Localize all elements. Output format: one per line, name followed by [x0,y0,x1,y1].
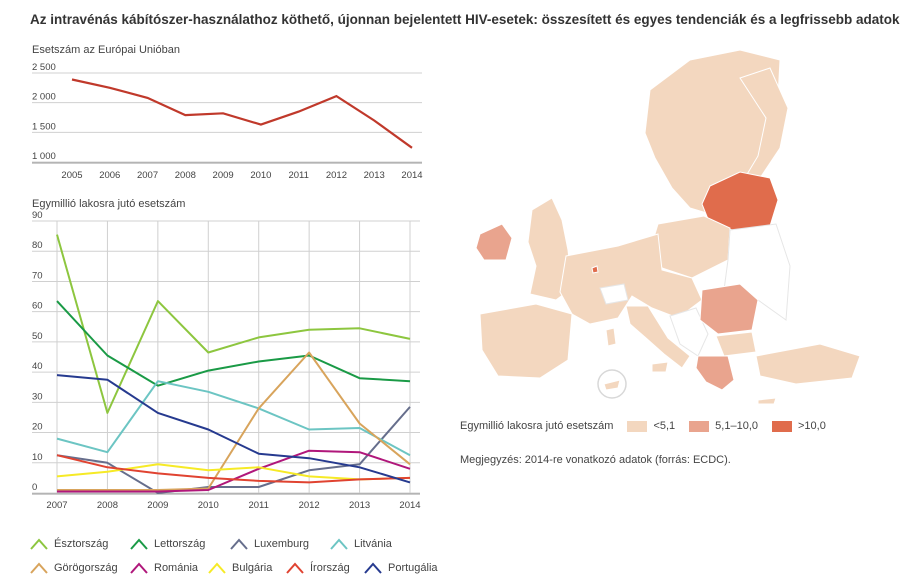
country-legend: Észtország Lettország Luxemburg Litvánia Gör… [30,535,450,585]
chart1-xtick: 2010 [250,170,271,181]
legend-item-1: Lettország [130,535,205,553]
legend-swatch [286,562,304,574]
map-legend-title: Egymillió lakosra jutó esetszám [460,420,614,432]
chart2-xtick: 2009 [147,500,168,511]
chart2-title: Egymillió lakosra jutó esetszám [32,198,185,210]
chart2-ytick: 0 [32,482,37,493]
legend-label: Portugália [388,562,438,574]
map-note: Megjegyzés: 2014-re vonatkozó adatok (fo… [460,454,731,466]
map-region-islands [605,327,777,405]
series-line-8 [56,374,411,484]
chart1-ytick: 2 000 [32,92,56,103]
map-legend-swatch-mid [689,420,710,432]
map-legend: Egymillió lakosra jutó esetszám <5,1 5,1… [460,420,826,432]
map-region-switzerland [599,283,629,305]
chart2-xtick: 2007 [46,500,67,511]
map-region-bulgaria [715,331,757,357]
legend-item-0: Észtország [30,535,108,553]
legend-label: Görögország [54,562,118,574]
per-million-chart: Egymillió lakosra jutó esetszám 0 10 20 30 4… [32,198,421,511]
legend-item-8: Portugália [364,559,438,577]
map-region-iberia [479,303,573,379]
legend-swatch [330,538,348,550]
legend-item-7: Írország [286,559,350,577]
legend-swatch [30,562,48,574]
chart2-ytick: 80 [32,240,43,251]
map-region-turkey [755,343,861,385]
chart2-xtick: 2008 [97,500,118,511]
chart1-title: Esetszám az Európai Unióban [32,44,180,56]
map-legend-swatch-low [627,420,648,432]
map-region-ireland [475,223,513,261]
chart1-xtick: 2013 [364,170,385,181]
legend-item-2: Luxemburg [230,535,309,553]
map-legend-label-mid: 5,1–10,0 [715,420,758,432]
chart2-xtick: 2010 [198,500,219,511]
chart2-ytick: 90 [32,210,43,221]
legend-swatch [30,538,48,550]
legend-label: Luxemburg [254,538,310,550]
chart2-xtick: 2012 [299,500,320,511]
legend-label: Litvánia [354,538,392,550]
legend-swatch [230,538,248,550]
legend-swatch [130,562,148,574]
chart1-xtick: 2012 [326,170,347,181]
legend-item-3: Litvánia [330,535,392,553]
chart1-xtick: 2007 [137,170,158,181]
chart1-xtick: 2008 [175,170,196,181]
series-line-3 [56,380,411,457]
map-region-italy [625,305,691,369]
legend-swatch [364,562,382,574]
europe-map [475,49,861,405]
legend-item-4: Görögország [30,559,118,577]
legend-swatch [208,562,226,574]
chart1-xtick: 2005 [61,170,82,181]
cyprus-inset [597,369,627,399]
chart2-ytick: 70 [32,270,43,281]
legend-label: Bulgária [232,562,273,574]
chart2-ytick: 20 [32,422,43,433]
map-region-romania [699,283,759,335]
chart2-ytick: 40 [32,361,43,372]
map-legend-label-low: <5,1 [653,420,676,432]
map-region-mainland [559,233,703,325]
chart2-xtick: 2013 [349,500,370,511]
chart1-xtick: 2009 [213,170,234,181]
legend-label: Románia [154,562,199,574]
map-region-east [723,223,791,321]
map-legend-swatch-high [772,420,792,432]
chart2-ytick: 50 [32,331,43,342]
legend-label: Lettország [154,538,206,550]
page-title: Az intravénás kábítószer-használathoz kö… [30,12,900,27]
map-region-balkans [669,307,709,357]
legend-swatch [130,538,148,550]
eu-cases-line [71,78,413,149]
chart1-xtick: 2006 [99,170,120,181]
legend-item-5: Románia [130,559,198,577]
chart2-ytick: 30 [32,391,43,402]
chart1-xtick: 2011 [288,170,308,181]
legend-label: Észtország [54,538,109,550]
map-region-luxembourg [591,265,599,274]
map-region-greece [695,355,735,391]
legend-item-6: Bulgária [208,559,272,577]
eu-cases-chart: Esetszám az Európai Unióban 1 000 1 500 2 … [32,44,423,181]
chart2-ytick: 60 [32,301,43,312]
chart1-ytick: 2 500 [32,62,56,73]
chart2-xtick: 2011 [248,500,268,511]
chart2-ytick: 10 [32,452,43,463]
chart1-ytick: 1 500 [32,121,56,132]
series-line-7 [56,454,411,484]
series-line-0 [56,234,411,414]
chart2-xtick: 2014 [399,500,420,511]
map-region-poland [651,215,731,279]
series-line-4 [57,351,411,491]
chart1-ytick: 1 000 [32,151,56,162]
map-legend-label-high: >10,0 [798,420,826,432]
legend-label: Írország [310,562,350,574]
chart1-xtick: 2014 [401,170,422,181]
series-line-1 [56,300,411,387]
